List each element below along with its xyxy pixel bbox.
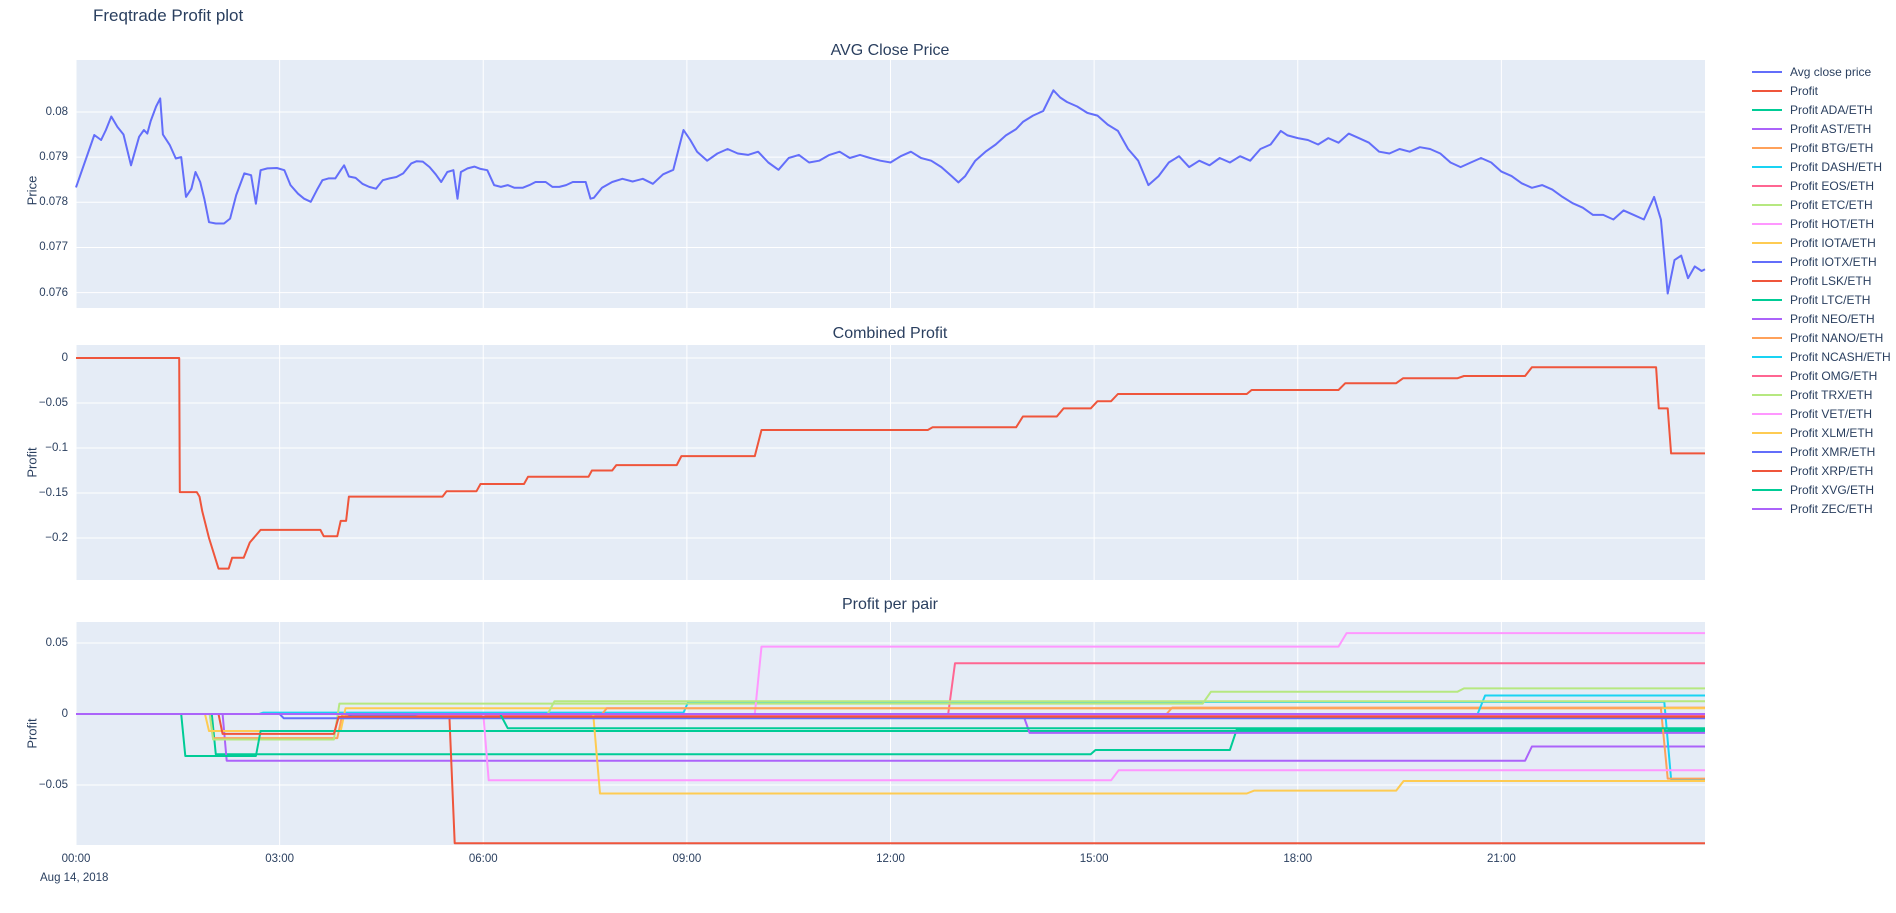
x-tick-label: 03:00 <box>265 853 295 865</box>
legend-item-label: Profit TRX/ETH <box>1790 388 1873 402</box>
legend-line-swatch <box>1752 204 1782 206</box>
legend-item-label: Profit XLM/ETH <box>1790 426 1874 440</box>
legend-line-swatch <box>1752 318 1782 320</box>
y-tick-label: 0 <box>61 707 68 720</box>
y-tick-label: −0.15 <box>38 486 68 499</box>
y-tick-label: −0.05 <box>38 396 68 409</box>
x-tick-label: 09:00 <box>672 853 702 865</box>
legend-line-swatch <box>1752 356 1782 358</box>
subplot-title-combined-profit: Combined Profit <box>832 325 948 342</box>
y-tick-label: −0.1 <box>45 441 68 454</box>
legend-line-swatch <box>1752 109 1782 111</box>
legend-line-swatch <box>1752 432 1782 434</box>
legend-item-label: Profit NANO/ETH <box>1790 331 1884 345</box>
legend-line-swatch <box>1752 394 1782 396</box>
y-tick-label: 0.079 <box>39 151 68 164</box>
legend-item-label: Profit ADA/ETH <box>1790 103 1873 117</box>
legend-line-swatch <box>1752 470 1782 472</box>
legend-line-swatch <box>1752 508 1782 510</box>
legend-item-label: Profit ETC/ETH <box>1790 198 1873 212</box>
y-tick-label: 0 <box>61 351 68 364</box>
y-tick-label: 0.05 <box>45 637 68 649</box>
legend-item-label: Profit <box>1790 84 1819 98</box>
x-tick-label: 18:00 <box>1283 853 1313 865</box>
legend-line-swatch <box>1752 128 1782 130</box>
legend-line-swatch <box>1752 261 1782 263</box>
x-tick-label: 15:00 <box>1079 853 1109 865</box>
legend-item-label: Profit AST/ETH <box>1790 122 1872 136</box>
y-tick-label: 0.077 <box>39 241 68 254</box>
legend-item-label: Profit IOTX/ETH <box>1790 255 1877 269</box>
subplot-title-profit-per-pair: Profit per pair <box>841 596 939 613</box>
x-tick-label: 21:00 <box>1486 853 1516 865</box>
legend-item-label: Profit ZEC/ETH <box>1790 502 1873 516</box>
legend-item-label: Profit LTC/ETH <box>1790 293 1871 307</box>
y-tick-label: −0.2 <box>45 531 68 544</box>
legend-line-swatch <box>1752 375 1782 377</box>
legend-item-label: Profit DASH/ETH <box>1790 160 1883 174</box>
x-axis-date-label: Aug 14, 2018 <box>40 872 109 884</box>
legend-line-swatch <box>1752 90 1782 92</box>
x-tick-label: 00:00 <box>61 853 91 865</box>
page-title: Freqtrade Profit plot <box>93 6 244 25</box>
y-tick-label: −0.05 <box>38 778 68 791</box>
legend-item-label: Profit EOS/ETH <box>1790 179 1875 193</box>
legend-item-label: Avg close price <box>1790 65 1872 79</box>
legend-line-swatch <box>1752 242 1782 244</box>
legend-line-swatch <box>1752 299 1782 301</box>
legend-line-swatch <box>1752 413 1782 415</box>
series-line-profit <box>76 357 1705 570</box>
legend-line-swatch <box>1752 185 1782 187</box>
y-tick-label: 0.08 <box>45 105 68 118</box>
subplot-title-avg-close-price: AVG Close Price <box>830 42 950 59</box>
legend-line-swatch <box>1752 71 1782 73</box>
legend-line-swatch <box>1752 147 1782 149</box>
legend-line-swatch <box>1752 337 1782 339</box>
legend-line-swatch <box>1752 166 1782 168</box>
legend-item-label: Profit OMG/ETH <box>1790 369 1878 383</box>
legend-item-label: Profit XMR/ETH <box>1790 445 1876 459</box>
legend-item-label: Profit XRP/ETH <box>1790 464 1874 478</box>
legend-item-label: Profit XVG/ETH <box>1790 483 1875 497</box>
x-tick-label: 06:00 <box>468 853 498 865</box>
y-tick-label: 0.076 <box>39 286 68 299</box>
legend-item-label: Profit IOTA/ETH <box>1790 236 1876 250</box>
legend-item-label: Profit NEO/ETH <box>1790 312 1875 326</box>
legend-item-label: Profit BTG/ETH <box>1790 141 1874 155</box>
y-tick-label: 0.078 <box>39 196 68 209</box>
legend-item-label: Profit VET/ETH <box>1790 407 1873 421</box>
y-axis-title-profit-pairs: Profit <box>24 718 40 749</box>
legend-line-swatch <box>1752 223 1782 225</box>
legend-item-label: Profit HOT/ETH <box>1790 217 1875 231</box>
legend-item-label: Profit LSK/ETH <box>1790 274 1872 288</box>
legend-item-label: Profit NCASH/ETH <box>1790 350 1891 364</box>
legend-line-swatch <box>1752 451 1782 453</box>
series-line-avg-close-price <box>75 89 1706 295</box>
x-tick-label: 12:00 <box>876 853 905 865</box>
series-line-profit-etc-eth <box>76 687 1705 741</box>
legend-line-swatch <box>1752 489 1782 491</box>
legend-line-swatch <box>1752 280 1782 282</box>
